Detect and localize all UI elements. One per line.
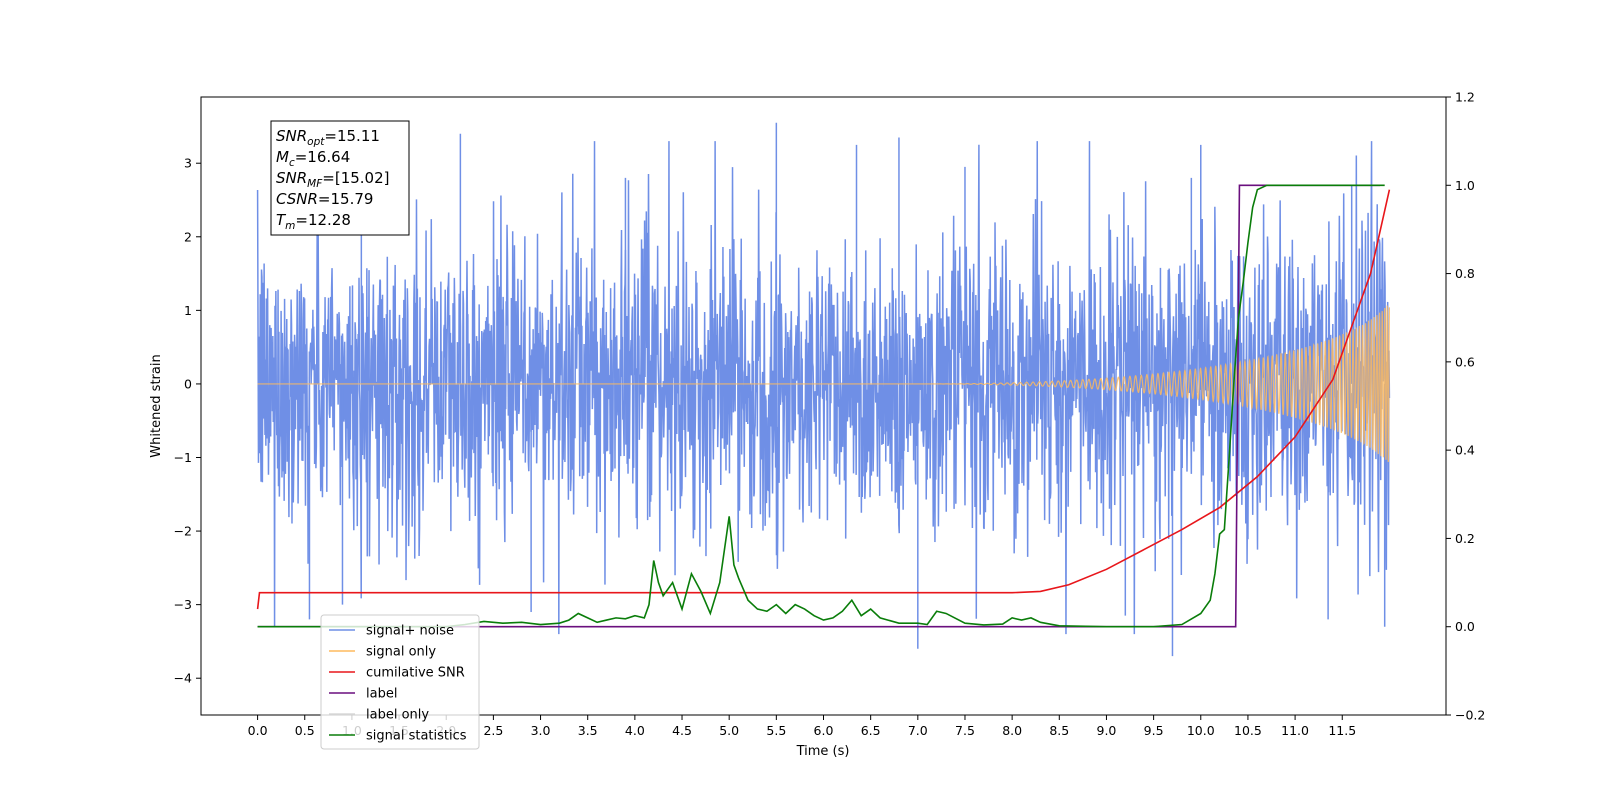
x-tick-label: 8.5 [1049, 723, 1069, 738]
annotation-subscript: m [285, 220, 295, 232]
x-tick-label: 10.0 [1187, 723, 1215, 738]
annotation-subscript: MF [307, 178, 323, 190]
series-cumilative-snr [256, 189, 1391, 610]
annotation-value: =[15.02] [322, 169, 389, 187]
legend-entry: signal statistics [366, 729, 467, 744]
x-tick-label: 5.0 [719, 723, 739, 738]
legend-entry: label only [366, 708, 429, 723]
x-tick-label: 0.0 [248, 723, 268, 738]
x-tick-label: 3.5 [578, 723, 598, 738]
annotation-line: Mc=16.64 [276, 148, 350, 169]
annotation-symbol: CSNR [276, 190, 318, 208]
series-signal-only [257, 305, 1391, 463]
y-tick-label-left: 3 [184, 156, 192, 171]
annotation-symbol: SNR [276, 127, 307, 145]
series-signal-statistics [257, 184, 1385, 628]
annotation-value: =15.11 [324, 127, 380, 145]
x-tick-label: 3.0 [531, 723, 551, 738]
x-tick-label: 11.0 [1281, 723, 1309, 738]
annotation-subscript: opt [307, 136, 325, 148]
y-tick-label-right: 0.4 [1455, 443, 1475, 458]
y-tick-label-right: 0.8 [1455, 266, 1475, 281]
annotation-line: SNRMF=[15.02] [276, 169, 390, 190]
y-tick-label-left: 0 [184, 376, 192, 391]
annotation-value: =15.79 [318, 190, 374, 208]
x-tick-label: 6.0 [814, 723, 834, 738]
annotation-line: SNRopt=15.11 [276, 127, 380, 148]
x-tick-label: 2.5 [483, 723, 503, 738]
y-tick-label-right: 0.0 [1455, 619, 1475, 634]
x-tick-label: 0.5 [295, 723, 315, 738]
x-tick-label: 9.5 [1144, 723, 1164, 738]
x-axis-label: Time (s) [796, 744, 850, 759]
legend-entry: cumilative SNR [366, 666, 465, 681]
y-tick-label-right: 1.0 [1455, 178, 1475, 193]
legend-entry: label [366, 687, 397, 702]
annotation-value: =12.28 [295, 211, 351, 229]
x-tick-label: 10.5 [1234, 723, 1262, 738]
legend: signal+ noise signal only cumilative SNR la… [320, 614, 480, 750]
annotation-box: SNRopt=15.11Mc=16.64SNRMF=[15.02]CSNR=15… [270, 120, 410, 236]
y-tick-label-right: −0.2 [1455, 708, 1485, 723]
annotation-symbol: SNR [276, 169, 307, 187]
annotation-subscript: c [289, 157, 295, 169]
y-tick-label-right: 0.2 [1455, 531, 1475, 546]
annotation-line: CSNR=15.79 [276, 190, 373, 208]
annotation-line: Tm=12.28 [276, 211, 351, 232]
annotation-symbol: M [276, 148, 289, 166]
y-tick-label-left: 2 [184, 229, 192, 244]
y-tick-label-left: −2 [174, 524, 192, 539]
axes: 0.00.51.01.52.02.53.03.54.04.55.05.56.06… [174, 90, 1486, 739]
x-tick-label: 11.5 [1328, 723, 1356, 738]
x-tick-label: 9.0 [1097, 723, 1117, 738]
legend-entry: signal+ noise [366, 624, 454, 639]
annotation-value: =16.64 [295, 148, 351, 166]
y-tick-label-left: −1 [174, 450, 192, 465]
y-tick-label-left: −4 [174, 671, 192, 686]
annotation-symbol: T [276, 211, 287, 229]
y-tick-label-left: 1 [184, 303, 192, 318]
x-tick-label: 4.5 [672, 723, 692, 738]
x-tick-label: 8.0 [1002, 723, 1022, 738]
y-tick-label-right: 0.6 [1455, 354, 1475, 369]
annotation-frame [270, 120, 410, 236]
legend-entry: signal only [366, 645, 436, 660]
y-tick-label-right: 1.2 [1455, 90, 1475, 105]
y-axis-label: Whitened strain [149, 354, 164, 457]
plot-area [256, 122, 1391, 657]
x-tick-label: 4.0 [625, 723, 645, 738]
x-tick-label: 7.0 [908, 723, 928, 738]
x-tick-label: 5.5 [766, 723, 786, 738]
x-tick-label: 6.5 [861, 723, 881, 738]
x-tick-label: 7.5 [955, 723, 975, 738]
legend-frame [320, 614, 480, 750]
y-tick-label-left: −3 [174, 597, 192, 612]
